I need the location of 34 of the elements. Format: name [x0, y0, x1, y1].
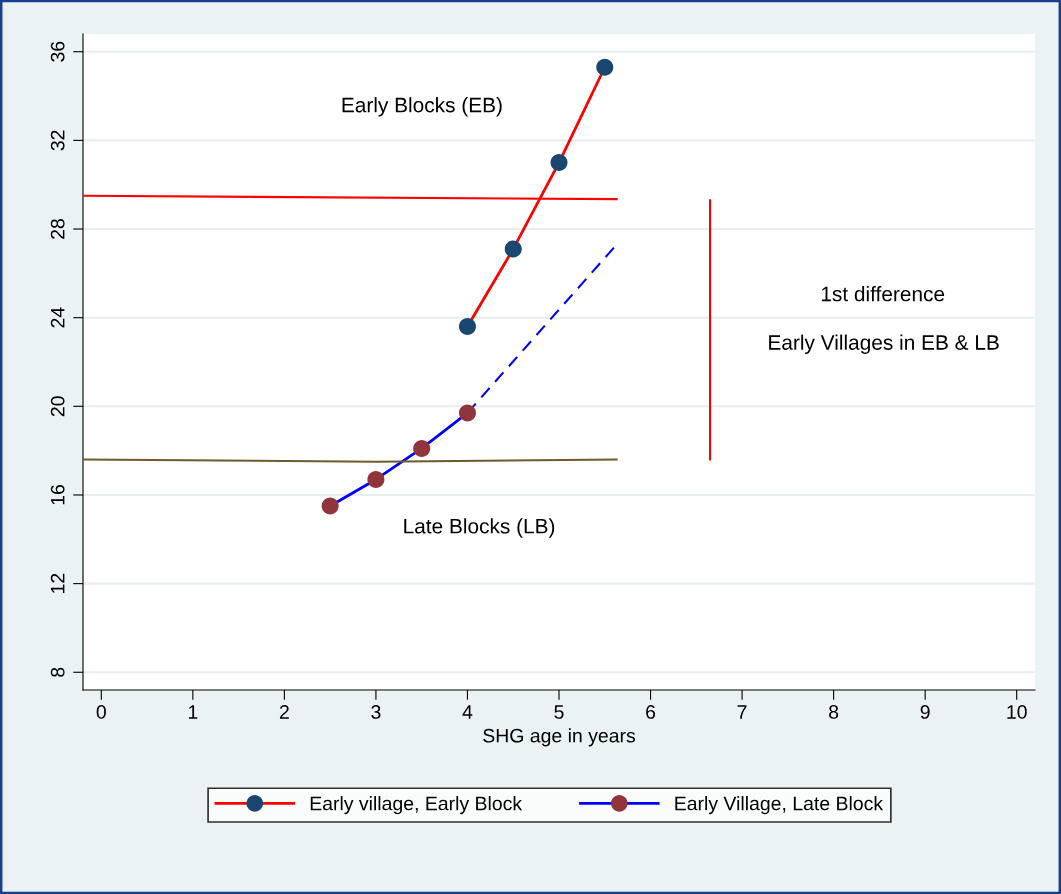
- point: [458, 318, 476, 336]
- point: [367, 470, 385, 488]
- x-tick-label: 5: [554, 705, 564, 719]
- annotation: Late Blocks (LB): [404, 518, 555, 538]
- x-tick-label: 10: [1007, 705, 1027, 719]
- y-tick-label: 16: [50, 485, 65, 505]
- point: [458, 404, 476, 422]
- x-tick-label: 7: [737, 705, 747, 719]
- y-tick-label: 32: [50, 130, 65, 151]
- x-axis-title: SHG age in years: [483, 728, 636, 747]
- annotation: 1st difference: [821, 286, 945, 302]
- x-tick-label: 2: [279, 705, 289, 719]
- y-tick-label: 8: [50, 667, 65, 677]
- legend-label: Early village, Early Block: [310, 796, 523, 815]
- annotation: Early Villages in EB & LB: [769, 334, 999, 354]
- x-tick-label: 1: [188, 705, 198, 719]
- x-tick-label: 4: [462, 705, 473, 719]
- point: [504, 240, 522, 258]
- point: [321, 497, 339, 515]
- y-tick-label: 28: [50, 219, 65, 239]
- legend-label: Early Village, Late Block: [675, 796, 884, 815]
- y-tick-label: 20: [50, 396, 65, 417]
- point: [550, 154, 568, 172]
- y-tick-label: 12: [50, 573, 65, 593]
- y-tick-label: 36: [50, 41, 65, 62]
- point: [596, 58, 614, 76]
- x-tick-label: 9: [920, 705, 930, 719]
- point: [413, 439, 431, 457]
- y-tick-label: 24: [50, 307, 65, 328]
- x-tick-label: 3: [371, 705, 381, 719]
- x-tick-label: 6: [646, 705, 656, 719]
- x-tick-label: 8: [829, 705, 839, 719]
- annotation: Early Blocks (EB): [342, 97, 502, 117]
- x-tick-label: 0: [96, 705, 106, 719]
